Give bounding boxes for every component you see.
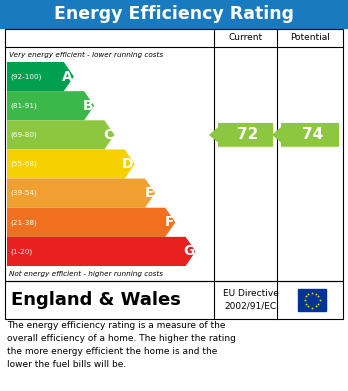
Text: (92-100): (92-100) xyxy=(10,74,41,80)
Bar xyxy=(5,281,343,319)
Text: (21-38): (21-38) xyxy=(10,219,37,226)
Text: (55-68): (55-68) xyxy=(10,161,37,167)
Text: E: E xyxy=(144,186,154,200)
Text: (81-91): (81-91) xyxy=(10,102,37,109)
Polygon shape xyxy=(7,149,135,179)
Text: B: B xyxy=(82,99,93,113)
Text: Very energy efficient - lower running costs: Very energy efficient - lower running co… xyxy=(9,52,163,57)
Text: G: G xyxy=(183,244,195,258)
Text: (69-80): (69-80) xyxy=(10,132,37,138)
Text: A: A xyxy=(62,70,73,84)
Text: Not energy efficient - higher running costs: Not energy efficient - higher running co… xyxy=(9,271,163,276)
Bar xyxy=(0,0,348,28)
Text: England & Wales: England & Wales xyxy=(11,291,181,309)
Polygon shape xyxy=(7,120,114,149)
Text: Potential: Potential xyxy=(290,34,330,43)
Polygon shape xyxy=(7,208,175,237)
Bar xyxy=(298,289,326,311)
Polygon shape xyxy=(272,123,339,147)
Text: F: F xyxy=(165,215,174,229)
Text: C: C xyxy=(103,128,113,142)
Text: 74: 74 xyxy=(302,127,323,142)
Text: Energy Efficiency Rating: Energy Efficiency Rating xyxy=(54,5,294,23)
Polygon shape xyxy=(209,123,273,147)
Polygon shape xyxy=(7,237,196,266)
Polygon shape xyxy=(7,62,74,91)
Text: (1-20): (1-20) xyxy=(10,248,32,255)
Polygon shape xyxy=(7,179,155,208)
Text: D: D xyxy=(122,157,134,171)
Polygon shape xyxy=(7,91,94,120)
Text: (39-54): (39-54) xyxy=(10,190,37,196)
Text: EU Directive
2002/91/EC: EU Directive 2002/91/EC xyxy=(223,289,278,311)
Text: The energy efficiency rating is a measure of the
overall efficiency of a home. T: The energy efficiency rating is a measur… xyxy=(7,321,236,369)
Text: Current: Current xyxy=(228,34,262,43)
Text: 72: 72 xyxy=(237,127,259,142)
Bar xyxy=(5,29,343,281)
